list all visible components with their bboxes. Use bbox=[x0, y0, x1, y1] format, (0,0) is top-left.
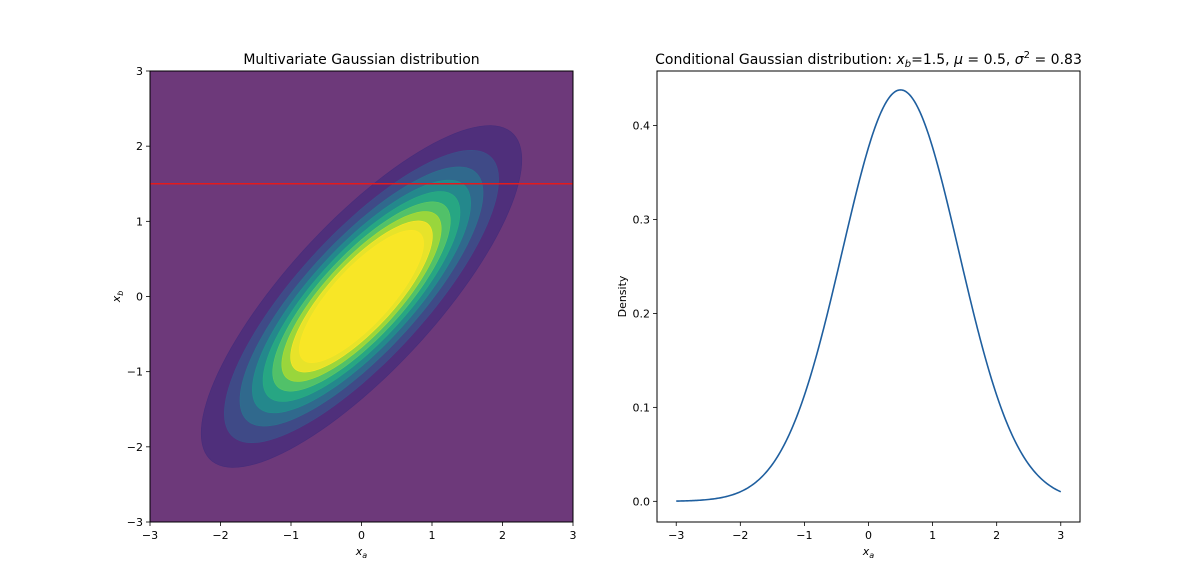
contour-x-tick-label: 2 bbox=[499, 529, 506, 542]
density-title-prefix: Conditional Gaussian distribution: bbox=[655, 52, 892, 68]
contour-ylabel: xb bbox=[110, 291, 125, 304]
density-title-sigma-symbol: σ bbox=[1015, 52, 1025, 68]
density-series-line bbox=[676, 89, 1062, 502]
contour-x-ticks: −3 −2 −1 0 1 2 3 bbox=[142, 522, 577, 542]
density-x-tick-label: 1 bbox=[929, 529, 936, 542]
contour-xlabel-sub: a bbox=[362, 551, 367, 560]
density-title-sigma-value: = 0.83 bbox=[1030, 52, 1082, 68]
density-xlabel-sub: a bbox=[869, 551, 874, 560]
density-panel: −3 −2 −1 0 1 2 3 0.0 0.1 0.2 0.3 0.4 Conditional G… bbox=[616, 50, 1082, 560]
density-y-ticks: 0.0 0.1 0.2 0.3 0.4 bbox=[633, 119, 657, 508]
contour-xlabel-base: x bbox=[355, 545, 363, 558]
contour-band-9 bbox=[299, 230, 424, 363]
contour-ylabel-sub: b bbox=[116, 291, 125, 296]
contour-panel: −3 −2 −1 0 1 2 3 −3 −2 −1 0 1 2 3 Multivariate Gauss… bbox=[110, 52, 577, 560]
density-x-ticks: −3 −2 −1 0 1 2 3 bbox=[668, 522, 1064, 542]
density-xlabel-base: x bbox=[862, 545, 870, 558]
density-title-sigma-exp: 2 bbox=[1024, 50, 1030, 61]
contour-x-tick-label: −3 bbox=[142, 529, 158, 542]
density-x-tick-label: −1 bbox=[796, 529, 812, 542]
contour-title: Multivariate Gaussian distribution bbox=[243, 52, 479, 68]
density-xlabel: xa bbox=[862, 545, 875, 560]
density-title: Conditional Gaussian distribution: xb=1.… bbox=[655, 50, 1082, 70]
density-title-xb-value: =1.5, bbox=[911, 52, 949, 68]
contour-x-tick-label: −2 bbox=[212, 529, 228, 542]
density-ylabel: Density bbox=[616, 275, 629, 317]
contour-y-tick-label: 0 bbox=[136, 291, 143, 304]
density-title-mu-value: = 0.5, bbox=[963, 52, 1010, 68]
contour-x-tick-label: 0 bbox=[358, 529, 365, 542]
contour-y-tick-label: −3 bbox=[127, 516, 143, 529]
contour-ylabel-base: x bbox=[110, 295, 123, 303]
density-x-tick-label: −3 bbox=[668, 529, 684, 542]
contour-xlabel: xa bbox=[355, 545, 368, 560]
contour-y-ticks: −3 −2 −1 0 1 2 3 bbox=[127, 65, 150, 529]
density-y-tick-label: 0.4 bbox=[633, 119, 651, 132]
contour-y-tick-label: 2 bbox=[136, 140, 143, 153]
contour-y-tick-label: 3 bbox=[136, 65, 143, 78]
density-y-tick-label: 0.3 bbox=[633, 213, 651, 226]
density-title-xb-base: x bbox=[896, 52, 906, 68]
contour-y-tick-label: 1 bbox=[136, 215, 143, 228]
contour-x-tick-label: 3 bbox=[570, 529, 577, 542]
density-x-tick-label: 2 bbox=[993, 529, 1000, 542]
contour-x-tick-label: −1 bbox=[283, 529, 299, 542]
density-x-tick-label: 0 bbox=[865, 529, 872, 542]
contour-y-tick-label: −2 bbox=[127, 441, 143, 454]
contour-fill-layer bbox=[150, 71, 573, 522]
density-y-tick-label: 0.1 bbox=[633, 401, 651, 414]
density-x-tick-label: 3 bbox=[1057, 529, 1064, 542]
density-y-tick-label: 0.2 bbox=[633, 307, 651, 320]
density-title-mu-symbol: μ bbox=[953, 52, 963, 68]
contour-y-tick-label: −1 bbox=[127, 366, 143, 379]
density-x-tick-label: −2 bbox=[732, 529, 748, 542]
density-title-xb-sub: b bbox=[905, 59, 911, 70]
density-y-tick-label: 0.0 bbox=[633, 495, 651, 508]
contour-x-tick-label: 1 bbox=[429, 529, 436, 542]
